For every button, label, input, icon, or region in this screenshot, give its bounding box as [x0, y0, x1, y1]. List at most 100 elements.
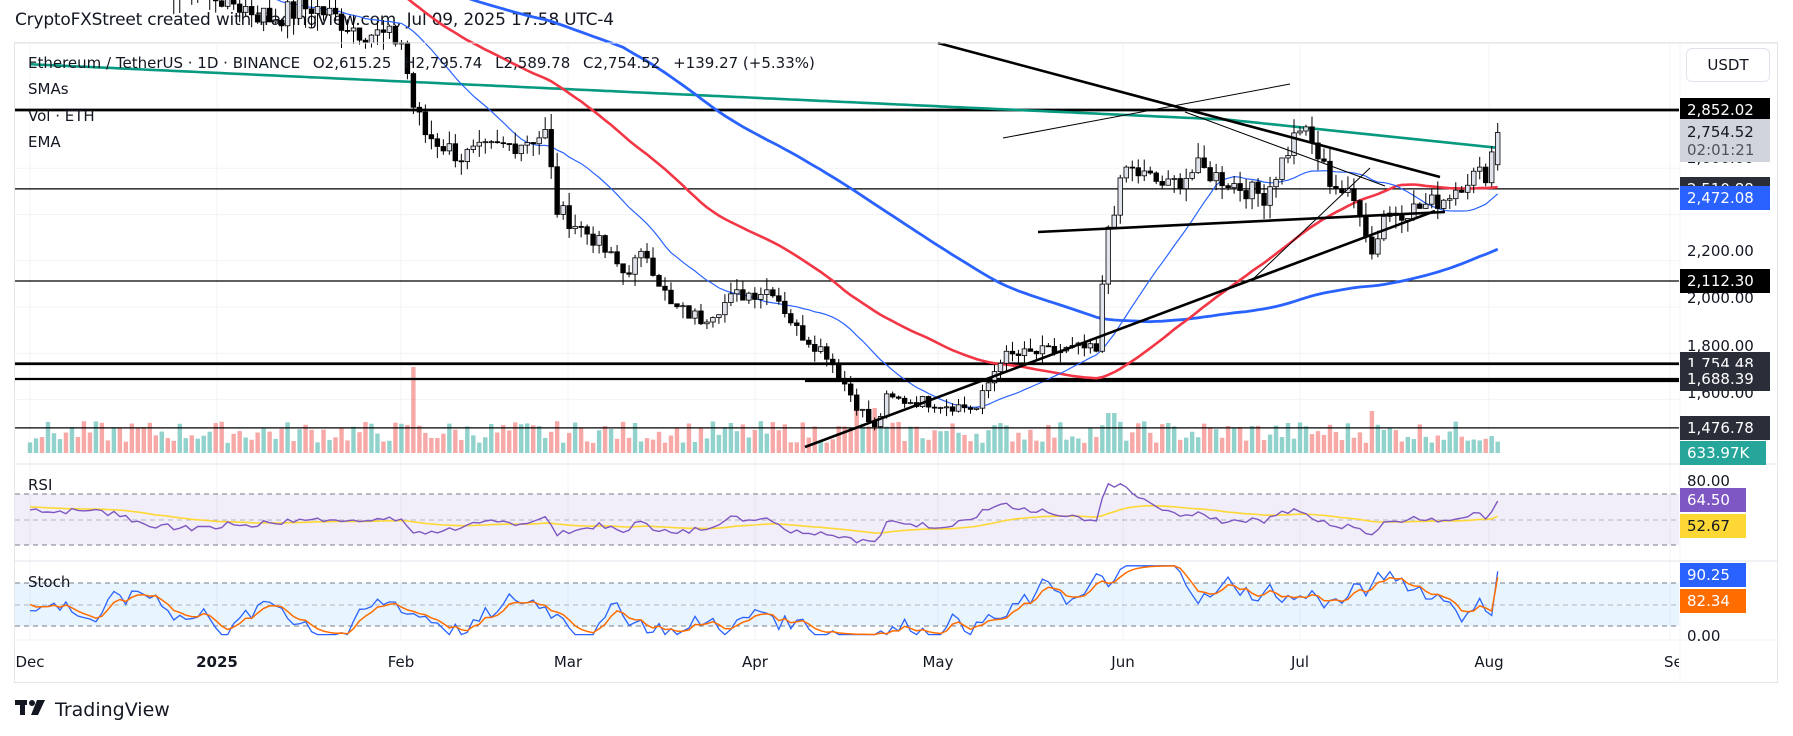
smas-legend[interactable]: SMAs [28, 80, 69, 98]
volume-bar [614, 438, 620, 453]
volume-bar [447, 423, 452, 453]
volume-bar [1369, 411, 1375, 453]
candle-body [698, 310, 704, 325]
volume-bar [800, 422, 805, 453]
candle-body [889, 393, 896, 398]
candle-body [1321, 158, 1327, 162]
candle-body [800, 325, 806, 341]
candle-body [1315, 142, 1321, 160]
candle-body [865, 408, 872, 422]
candle-body [985, 382, 992, 392]
candle-body [1273, 179, 1279, 188]
volume-bar [1058, 422, 1063, 453]
candle-body [997, 362, 1004, 373]
candle-body [290, 1, 297, 19]
volume-bar [1309, 434, 1315, 453]
volume-bar [890, 422, 895, 453]
tradingview-logo-text: TradingView [55, 698, 170, 721]
price-level-label: 2,472.08 [1680, 185, 1770, 210]
ohlc-open: O2,615.25 [312, 54, 392, 72]
ema-line [276, 0, 1499, 408]
candle-body [320, 6, 327, 16]
ema-legend[interactable]: EMA [28, 133, 61, 151]
candle-body [1447, 198, 1453, 201]
volume-bar [1225, 425, 1231, 453]
volume-bar [1183, 437, 1189, 453]
candle-body [1423, 203, 1429, 209]
candle-body [596, 235, 602, 246]
volume-bar [51, 433, 57, 453]
thin-ascending-line [1251, 167, 1371, 281]
candle-body [650, 257, 656, 276]
volume-bar [842, 426, 847, 453]
candle-body [1477, 166, 1483, 172]
volume-bar [1339, 440, 1345, 453]
candle-body [1045, 345, 1052, 348]
candle-body [242, 6, 249, 13]
volume-bar [1010, 441, 1015, 453]
candle-body [1429, 194, 1435, 205]
volume-bar [75, 436, 81, 453]
volume-bar [1477, 440, 1482, 453]
volume-bar [513, 422, 518, 453]
volume-bar [1303, 426, 1309, 453]
time-axis-label: 2025 [196, 653, 238, 671]
volume-bar [554, 421, 560, 453]
volume-bar [1399, 441, 1405, 453]
stoch-d-value-label: 82.34 [1680, 589, 1746, 613]
volume-legend[interactable]: Vol · ETH [28, 107, 95, 125]
price-level-label: 2,852.02 [1680, 98, 1770, 122]
stoch-pane [29, 565, 1499, 636]
volume-bar [339, 427, 344, 453]
candle-body [722, 302, 728, 316]
volume-bar [788, 442, 794, 453]
volume-bar [1255, 425, 1261, 453]
volume-bar [722, 427, 728, 453]
currency-button[interactable]: USDT [1686, 48, 1770, 82]
candle-body [1375, 238, 1381, 255]
candle-body [1351, 188, 1357, 202]
volume-bar [950, 423, 955, 453]
volume-bar [830, 439, 835, 453]
candle-body [500, 142, 506, 145]
candle-body [1009, 350, 1016, 355]
candle-body [979, 390, 986, 409]
volume-bar [519, 424, 524, 453]
volume-bar [333, 437, 338, 453]
volume-bar [1088, 428, 1093, 453]
stoch-legend[interactable]: Stoch [28, 573, 71, 591]
volume-bar [1375, 424, 1381, 453]
volume-bar [1387, 427, 1393, 453]
volume-bar [656, 431, 662, 453]
volume-bar [411, 367, 416, 453]
candle-body [973, 407, 980, 410]
candle-body [614, 251, 620, 265]
volume-bar [1118, 421, 1123, 453]
volume-bar [824, 442, 829, 453]
thin-descending-line [1184, 111, 1386, 187]
candle-body [746, 292, 752, 301]
volume-bar [489, 423, 494, 453]
volume-bar [381, 441, 386, 453]
candle-body [674, 303, 680, 308]
volume-bar [998, 423, 1003, 453]
candle-body [374, 29, 381, 36]
candle-body [1243, 190, 1249, 200]
candle-body [470, 145, 477, 150]
volume-bar [1160, 424, 1165, 453]
volume-bar [1195, 437, 1201, 453]
candle-body [1309, 126, 1315, 144]
time-axis-label: Apr [742, 653, 768, 671]
volume-bar [962, 434, 967, 453]
candle-body [668, 289, 674, 305]
candle-body [1015, 353, 1022, 356]
candle-body [224, 0, 231, 7]
candle-body [830, 358, 836, 366]
volume-bar [812, 426, 817, 453]
candle-body [638, 250, 644, 259]
volume-bar [938, 431, 943, 453]
rsi-legend[interactable]: RSI [28, 476, 53, 494]
volume-bar [1447, 431, 1452, 453]
volume-bar [770, 422, 776, 453]
